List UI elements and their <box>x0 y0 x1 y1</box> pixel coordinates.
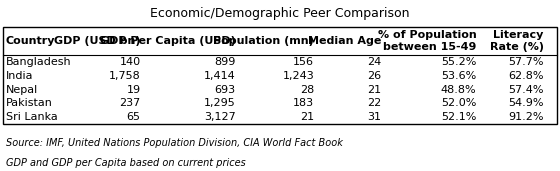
Text: 54.9%: 54.9% <box>508 98 544 108</box>
Text: 1,295: 1,295 <box>204 98 236 108</box>
Text: Median Age: Median Age <box>308 36 381 46</box>
Text: 156: 156 <box>293 57 314 67</box>
Text: % of Population
between 15-49: % of Population between 15-49 <box>378 30 477 52</box>
Text: 55.2%: 55.2% <box>441 57 477 67</box>
Text: India: India <box>6 71 33 81</box>
Text: 53.6%: 53.6% <box>441 71 477 81</box>
Text: 48.8%: 48.8% <box>441 85 477 95</box>
Text: 1,414: 1,414 <box>204 71 236 81</box>
Text: 1,758: 1,758 <box>109 71 141 81</box>
Text: Sri Lanka: Sri Lanka <box>6 112 57 122</box>
Text: 1,243: 1,243 <box>282 71 314 81</box>
Text: 24: 24 <box>367 57 381 67</box>
Text: Economic/Demographic Peer Comparison: Economic/Demographic Peer Comparison <box>150 7 410 20</box>
Text: 65: 65 <box>127 112 141 122</box>
Text: 19: 19 <box>127 85 141 95</box>
Text: Bangladesh: Bangladesh <box>6 57 71 67</box>
Text: 3,127: 3,127 <box>204 112 236 122</box>
Text: Nepal: Nepal <box>6 85 38 95</box>
Text: GDP and GDP per Capita based on current prices: GDP and GDP per Capita based on current … <box>6 158 245 168</box>
Text: 28: 28 <box>300 85 314 95</box>
Text: 237: 237 <box>119 98 141 108</box>
Text: 57.4%: 57.4% <box>508 85 544 95</box>
Text: Source: IMF, United Nations Population Division, CIA World Fact Book: Source: IMF, United Nations Population D… <box>6 138 343 148</box>
Text: Population (mn): Population (mn) <box>213 36 314 46</box>
Text: 21: 21 <box>300 112 314 122</box>
Text: Literacy
Rate (%): Literacy Rate (%) <box>490 30 544 52</box>
Text: 31: 31 <box>367 112 381 122</box>
Text: 140: 140 <box>119 57 141 67</box>
Text: 183: 183 <box>293 98 314 108</box>
Text: 62.8%: 62.8% <box>508 71 544 81</box>
Bar <box>3 27 557 124</box>
Text: GDP Per Capita (USD): GDP Per Capita (USD) <box>100 36 236 46</box>
Text: 26: 26 <box>367 71 381 81</box>
Text: 52.1%: 52.1% <box>441 112 477 122</box>
Text: 52.0%: 52.0% <box>441 98 477 108</box>
Text: 91.2%: 91.2% <box>508 112 544 122</box>
Text: 22: 22 <box>367 98 381 108</box>
Text: 21: 21 <box>367 85 381 95</box>
Text: 57.7%: 57.7% <box>508 57 544 67</box>
Text: Pakistan: Pakistan <box>6 98 53 108</box>
Text: 899: 899 <box>214 57 236 67</box>
Text: GDP (USD bn): GDP (USD bn) <box>54 36 141 46</box>
Text: Country: Country <box>6 36 55 46</box>
Text: 693: 693 <box>214 85 236 95</box>
